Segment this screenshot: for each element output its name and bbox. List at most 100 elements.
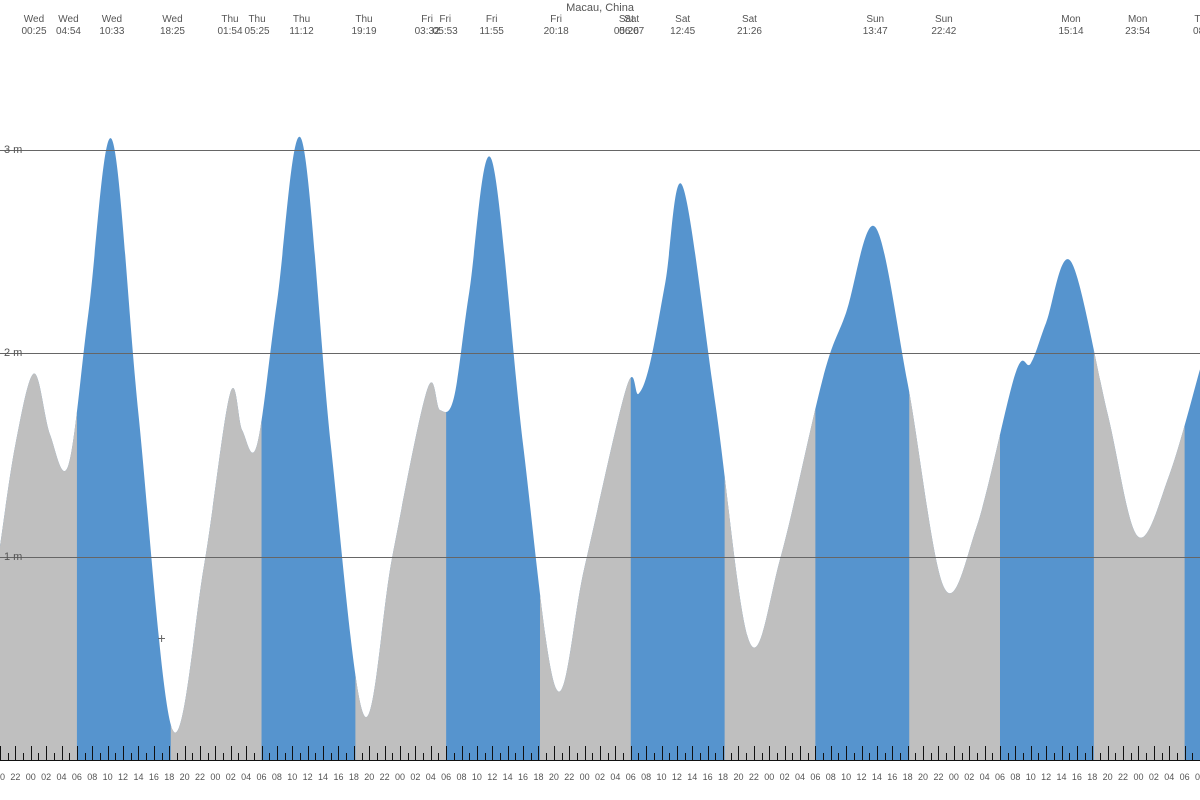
x-hour-label: 10: [657, 772, 667, 782]
x-hour-label: 16: [333, 772, 343, 782]
gridline: [0, 557, 1200, 558]
x-tick-major: [1185, 746, 1186, 760]
x-tick-major: [923, 746, 924, 760]
x-tick-major: [692, 746, 693, 760]
x-tick-minor: [208, 753, 209, 760]
x-tick-major: [1154, 746, 1155, 760]
x-tick-minor: [823, 753, 824, 760]
x-hour-label: 14: [1057, 772, 1067, 782]
x-tick-minor: [1146, 753, 1147, 760]
x-tick-minor: [900, 753, 901, 760]
x-hour-label: 22: [933, 772, 943, 782]
x-hour-label: 02: [780, 772, 790, 782]
x-tick-major: [200, 746, 201, 760]
x-hour-label: 02: [226, 772, 236, 782]
x-tick-major: [785, 746, 786, 760]
x-tick-major: [215, 746, 216, 760]
x-tick-minor: [777, 753, 778, 760]
x-tick-minor: [562, 753, 563, 760]
x-tick-minor: [285, 753, 286, 760]
x-hour-label: 12: [487, 772, 497, 782]
x-hour-label: 18: [903, 772, 913, 782]
y-axis-label: 2 m: [4, 347, 22, 359]
x-tick-minor: [8, 753, 9, 760]
x-tick-minor: [669, 753, 670, 760]
x-hour-label: 08: [1195, 772, 1200, 782]
x-tick-minor: [792, 753, 793, 760]
x-tick-major: [400, 746, 401, 760]
x-hour-label: 00: [1133, 772, 1143, 782]
x-hour-label: 04: [795, 772, 805, 782]
x-tick-minor: [515, 753, 516, 760]
x-tick-major: [431, 746, 432, 760]
x-tick-minor: [546, 753, 547, 760]
x-tick-minor: [731, 753, 732, 760]
x-hour-label: 22: [564, 772, 574, 782]
x-tick-major: [1031, 746, 1032, 760]
x-hour-label: 22: [10, 772, 20, 782]
x-hour-label: 08: [826, 772, 836, 782]
x-tick-major: [615, 746, 616, 760]
x-hour-label: 12: [672, 772, 682, 782]
x-tick-minor: [1192, 753, 1193, 760]
x-tick-minor: [869, 753, 870, 760]
x-hour-label: 04: [980, 772, 990, 782]
x-tick-major: [1000, 746, 1001, 760]
x-hour-label: 00: [949, 772, 959, 782]
x-hour-label: 20: [0, 772, 5, 782]
x-tick-major: [31, 746, 32, 760]
x-hour-label: 00: [395, 772, 405, 782]
x-tick-minor: [131, 753, 132, 760]
x-tick-minor: [100, 753, 101, 760]
x-tick-minor: [1069, 753, 1070, 760]
x-tick-major: [15, 746, 16, 760]
x-tick-major: [338, 746, 339, 760]
x-tick-minor: [423, 753, 424, 760]
x-tick-major: [1077, 746, 1078, 760]
x-tick-minor: [977, 753, 978, 760]
x-hour-label: 06: [257, 772, 267, 782]
x-tick-minor: [1038, 753, 1039, 760]
x-tick-minor: [115, 753, 116, 760]
x-hour-label: 08: [272, 772, 282, 782]
x-tick-minor: [54, 753, 55, 760]
x-tick-minor: [438, 753, 439, 760]
x-tick-minor: [254, 753, 255, 760]
x-tick-minor: [654, 753, 655, 760]
x-hour-label: 08: [457, 772, 467, 782]
x-tick-minor: [1100, 753, 1101, 760]
x-tick-major: [585, 746, 586, 760]
x-hour-label: 18: [1087, 772, 1097, 782]
x-tick-major: [446, 746, 447, 760]
x-tick-minor: [408, 753, 409, 760]
x-tick-major: [246, 746, 247, 760]
x-hour-label: 20: [364, 772, 374, 782]
gridline: [0, 150, 1200, 151]
x-tick-minor: [808, 753, 809, 760]
x-tick-minor: [177, 753, 178, 760]
x-tick-minor: [485, 753, 486, 760]
x-tick-minor: [69, 753, 70, 760]
x-tick-minor: [915, 753, 916, 760]
x-tick-minor: [331, 753, 332, 760]
x-hour-label: 16: [518, 772, 528, 782]
x-tick-major: [631, 746, 632, 760]
x-hour-label: 16: [1072, 772, 1082, 782]
x-hour-label: 12: [303, 772, 313, 782]
x-hour-label: 16: [887, 772, 897, 782]
x-axis: [0, 760, 1200, 761]
x-hour-label: 22: [749, 772, 759, 782]
x-hour-label: 10: [287, 772, 297, 782]
x-tick-major: [1046, 746, 1047, 760]
x-tick-major: [308, 746, 309, 760]
x-tick-minor: [1008, 753, 1009, 760]
x-tick-minor: [315, 753, 316, 760]
x-tick-minor: [162, 753, 163, 760]
x-hour-label: 12: [1041, 772, 1051, 782]
x-tick-minor: [362, 753, 363, 760]
x-tick-major: [985, 746, 986, 760]
x-tick-minor: [838, 753, 839, 760]
x-tick-major: [538, 746, 539, 760]
x-tick-minor: [377, 753, 378, 760]
x-tick-major: [492, 746, 493, 760]
